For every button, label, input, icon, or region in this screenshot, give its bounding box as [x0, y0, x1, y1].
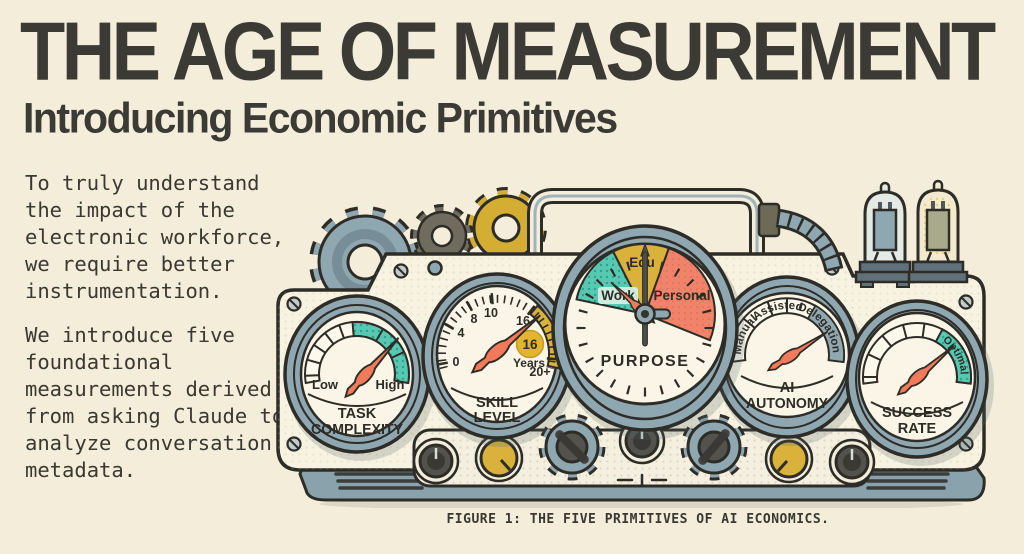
optimal-zone — [934, 327, 973, 385]
badge-value: 16 — [522, 337, 538, 352]
edu-sector — [611, 242, 671, 317]
sector-edu-label: Edu — [629, 255, 655, 270]
vacuum-tube-icon-right — [907, 179, 969, 284]
tick-10: 10 — [484, 306, 498, 320]
gauge-label: PURPOSE — [601, 353, 690, 370]
low-label: Low — [312, 377, 339, 392]
scale-numbers: 0 4 8 10 16 20+ — [453, 306, 551, 379]
screw-icon — [286, 436, 302, 452]
knob-gear-1 — [538, 413, 606, 481]
tick-8: 8 — [471, 312, 478, 326]
tick-0: 0 — [453, 355, 460, 369]
knob-yellow-2 — [764, 434, 814, 484]
gauge-label: SKILL — [476, 395, 518, 411]
screw-icon — [286, 296, 302, 312]
gauge-label: TASK — [338, 406, 377, 422]
scale-ticks — [304, 324, 405, 377]
carry-handle — [527, 188, 765, 278]
gauge-label: RATE — [898, 421, 937, 437]
conduit-hose — [757, 202, 844, 273]
knob-small-1 — [412, 437, 460, 485]
gauge-label: SUCCESS — [882, 405, 952, 421]
page-title: THE AGE OF MEASUREMENT — [20, 4, 996, 98]
page-subtitle: Introducing Economic Primitives — [23, 93, 618, 143]
knob-gear-2 — [680, 413, 748, 481]
screw-icon — [393, 263, 409, 279]
figure-caption: FIGURE 1: THE FIVE PRIMITIVES OF AI ECON… — [446, 512, 830, 527]
clock-hands — [607, 242, 671, 347]
band-ticks — [742, 298, 788, 329]
gauge-label: COMPLEXITY — [311, 422, 403, 438]
gauge-label: AI — [780, 380, 795, 396]
gauge-task-complexity: Low High TASK COMPLEXITY — [283, 294, 436, 461]
gauge-label: AUTONOMY — [746, 396, 828, 412]
intro-paragraph-2: We introduce five foundational measureme… — [25, 323, 285, 482]
gauge-skill-level: 0 4 8 10 16 20+ 16 Years SKILL LEVEL — [421, 272, 578, 447]
gauge-success-rate: Optimal SUCCESS RATE — [845, 299, 994, 466]
major-ticks — [436, 293, 558, 366]
bolt-icon — [427, 260, 443, 276]
minor-ticks — [438, 294, 556, 370]
knob-yellow-1 — [474, 433, 524, 483]
value-badge — [515, 329, 545, 359]
screw-icon — [958, 294, 974, 310]
gauge-purpose: Work Edu Personal PURPOSE — [551, 224, 745, 440]
teal-zone — [351, 321, 410, 385]
high-label: High — [376, 377, 405, 392]
gauge-label: LEVEL — [474, 410, 521, 426]
intro-paragraph-1: To truly understand the impact of the el… — [25, 171, 285, 303]
tick-4: 4 — [458, 326, 465, 340]
band-ticks — [863, 323, 926, 378]
sector-personal-label: Personal — [653, 288, 710, 303]
gauge-ai-autonomy: Manual Assisted Delegation AI AUTONOMY — [713, 275, 866, 446]
instrument-panel-illustration: Low High TASK COMPLEXITY 0 4 8 10 16 20+ — [268, 178, 1008, 511]
tick-20plus: 20+ — [529, 365, 550, 379]
center-alignment-mark — [616, 473, 668, 487]
knob-small-2 — [828, 438, 876, 486]
vacuum-tube-icon-left — [854, 181, 916, 288]
badge-unit: Years — [513, 356, 545, 370]
